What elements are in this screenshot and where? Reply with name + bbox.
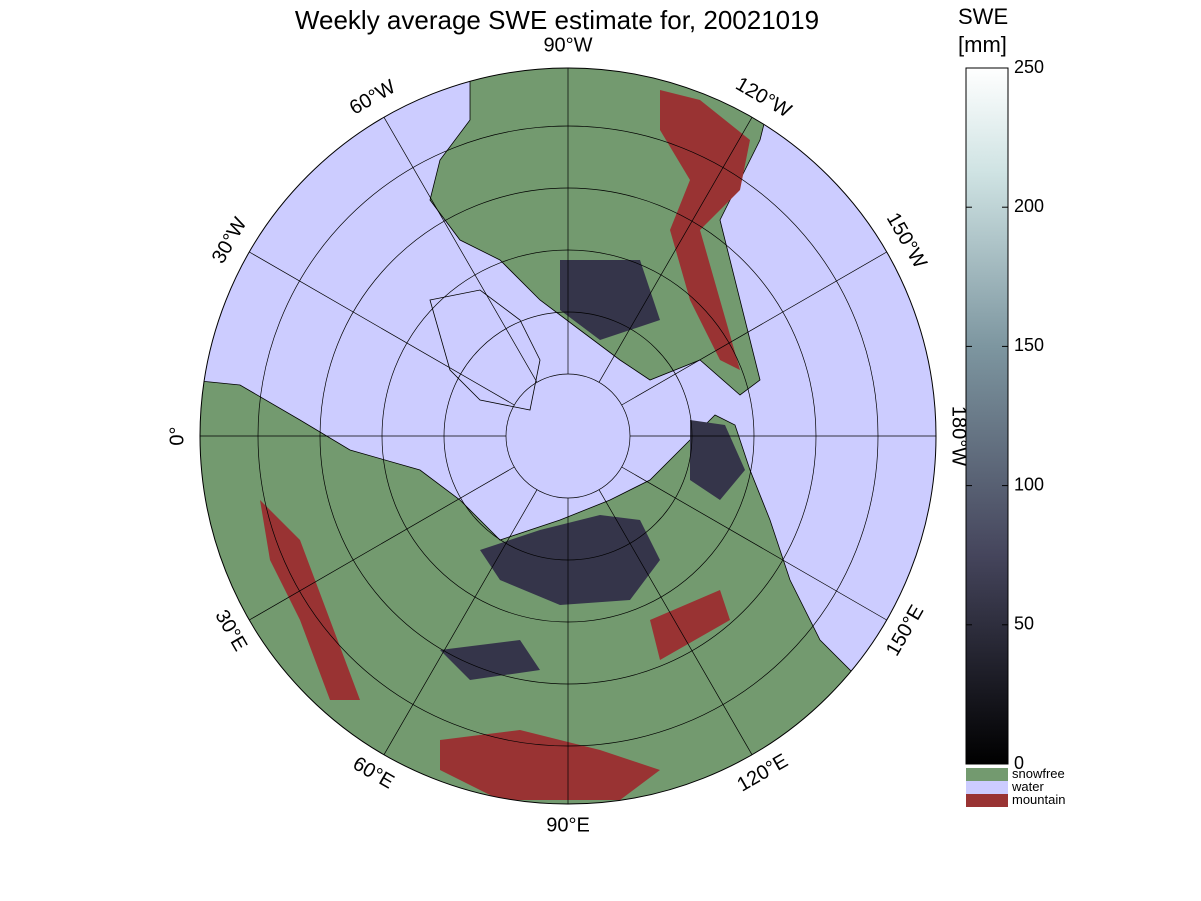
legend-swatch [966, 768, 1008, 781]
legend-label: snowfree [1012, 766, 1065, 781]
legend-label: water [1011, 779, 1044, 794]
longitude-label: 90°E [546, 814, 590, 836]
colorbar [965, 67, 1009, 765]
meridian [621, 466, 887, 621]
meridian [621, 251, 887, 406]
legend-swatch [966, 794, 1008, 807]
mountains [260, 90, 750, 800]
map [200, 68, 936, 804]
meridian [598, 489, 753, 755]
legend-label: mountain [1012, 792, 1065, 807]
colorbar-label: SWE [958, 4, 1008, 29]
colorbar-tick-label: 50 [1014, 614, 1034, 634]
meridian [249, 466, 515, 621]
meridian [249, 251, 515, 406]
map-border [199, 67, 937, 805]
snow-cover [440, 260, 745, 680]
longitude-label: 180°W [948, 406, 970, 466]
colorbar-tick-label: 100 [1014, 474, 1044, 494]
meridian [383, 117, 538, 383]
colorbar-tick-label: 150 [1014, 335, 1044, 355]
longitude-label: 0° [166, 426, 188, 445]
colorbar-label: [mm] [958, 32, 1007, 57]
colorbar-tick-label: 200 [1014, 196, 1044, 216]
meridian [383, 489, 538, 755]
legend-swatch [966, 781, 1008, 794]
meridian [598, 117, 753, 383]
colorbar-tick-label: 0 [1014, 753, 1024, 773]
title: Weekly average SWE estimate for, 2002101… [295, 5, 819, 35]
longitude-label: 90°W [543, 34, 592, 56]
graticule [200, 68, 936, 804]
colorbar-tick-label: 250 [1014, 57, 1044, 77]
